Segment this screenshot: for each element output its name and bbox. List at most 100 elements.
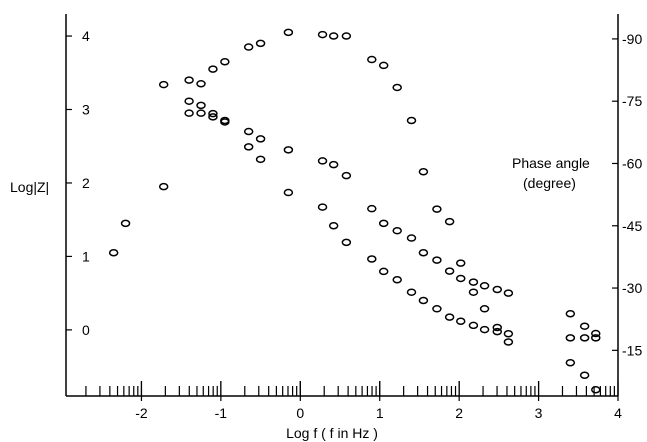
x-tick-label: 2 bbox=[455, 405, 463, 421]
x-tick-label: -1 bbox=[215, 405, 228, 421]
data-point-s0-21 bbox=[468, 278, 479, 286]
x-axis-label: Log f ( f in Hz ) bbox=[286, 425, 378, 441]
left-tick-label: 3 bbox=[82, 102, 90, 118]
data-point-s0-22 bbox=[479, 282, 490, 290]
data-point-s1-10 bbox=[341, 238, 352, 247]
data-point-s2-1 bbox=[196, 80, 206, 88]
data-point-s0-9 bbox=[283, 146, 294, 154]
data-point-s2-4 bbox=[243, 43, 254, 51]
right-tick-label: -15 bbox=[622, 342, 642, 358]
data-point-s3-5 bbox=[479, 305, 490, 313]
data-point-s0-11 bbox=[328, 160, 339, 169]
data-point-s1-17 bbox=[444, 313, 455, 321]
data-point-s3-10 bbox=[591, 334, 601, 342]
data-point-s3-4 bbox=[468, 288, 479, 296]
data-point-s0-27 bbox=[591, 329, 601, 338]
data-point-s1-20 bbox=[479, 325, 490, 334]
data-point-s1-19 bbox=[468, 321, 479, 330]
data-point-s2-0 bbox=[184, 76, 194, 84]
left-tick-label: 0 bbox=[82, 322, 90, 338]
data-point-s1-23 bbox=[565, 359, 576, 367]
data-point-s3-6 bbox=[492, 323, 503, 332]
data-point-s2-13 bbox=[406, 116, 417, 125]
data-point-s3-0 bbox=[418, 168, 429, 176]
data-point-s0-12 bbox=[341, 171, 352, 180]
data-point-s2-10 bbox=[367, 55, 377, 64]
data-point-s0-7 bbox=[243, 127, 254, 136]
right-tick-label: -75 bbox=[622, 93, 642, 109]
data-point-s1-8 bbox=[317, 203, 328, 211]
data-point-s1-18 bbox=[455, 317, 466, 326]
left-tick-label: 2 bbox=[82, 175, 90, 191]
right-ticks: -15 -30 -45 -60 -75 -90 bbox=[612, 31, 642, 358]
right-tick-label: -30 bbox=[622, 280, 642, 296]
data-point-s0-18 bbox=[432, 256, 442, 264]
data-point-s3-7 bbox=[503, 329, 514, 338]
left-y-axis-label: Log|Z| bbox=[10, 179, 49, 195]
data-point-s0-8 bbox=[255, 135, 266, 143]
data-point-s0-0 bbox=[108, 249, 119, 257]
data-point-s0-25 bbox=[565, 309, 576, 318]
data-point-s0-3 bbox=[184, 109, 194, 117]
data-point-s3-1 bbox=[432, 205, 442, 213]
data-point-s2-8 bbox=[328, 32, 339, 40]
data-point-s2-12 bbox=[392, 83, 402, 92]
right-tick-label: -60 bbox=[622, 155, 642, 171]
x-minor-ticks bbox=[85, 381, 619, 396]
data-point-s1-15 bbox=[418, 296, 429, 305]
data-point-s1-12 bbox=[378, 267, 389, 276]
data-point-s2-9 bbox=[341, 32, 352, 40]
data-point-s1-5 bbox=[243, 143, 254, 151]
data-point-s1-3 bbox=[208, 109, 218, 118]
data-point-s0-10 bbox=[317, 157, 328, 165]
data-point-s2-3 bbox=[220, 58, 230, 66]
left-tick-label: 1 bbox=[82, 248, 90, 264]
data-point-s0-15 bbox=[392, 226, 402, 235]
data-point-s0-19 bbox=[444, 267, 455, 275]
data-point-s1-9 bbox=[328, 222, 339, 230]
x-tick-label: 1 bbox=[376, 405, 384, 421]
data-point-s2-2 bbox=[208, 65, 218, 73]
data-point-s1-22 bbox=[503, 338, 514, 346]
data-point-s1-13 bbox=[392, 275, 402, 284]
data-points bbox=[108, 28, 601, 394]
x-tick-label: 4 bbox=[614, 405, 622, 421]
data-point-s1-11 bbox=[367, 255, 377, 263]
data-point-s2-11 bbox=[378, 61, 389, 70]
left-tick-label: 4 bbox=[82, 28, 90, 44]
data-point-s1-0 bbox=[158, 80, 169, 89]
data-point-s0-1 bbox=[120, 219, 131, 228]
data-point-s0-2 bbox=[158, 182, 169, 191]
data-point-s0-17 bbox=[418, 249, 429, 257]
data-point-s0-23 bbox=[492, 285, 503, 294]
data-point-s1-1 bbox=[184, 97, 194, 105]
data-point-s3-3 bbox=[455, 259, 466, 267]
data-point-s3-9 bbox=[579, 334, 590, 342]
data-point-s1-4 bbox=[220, 118, 230, 126]
x-tick-label: -2 bbox=[135, 405, 148, 421]
data-point-s1-2 bbox=[196, 101, 206, 110]
right-y-axis-label-line2: (degree) bbox=[523, 175, 576, 191]
data-point-s0-26 bbox=[579, 322, 590, 330]
data-point-s1-21 bbox=[492, 327, 503, 336]
data-point-s0-5 bbox=[208, 113, 218, 121]
axes bbox=[65, 14, 619, 397]
x-tick-labels: -2 -1 0 1 2 3 4 bbox=[135, 396, 622, 421]
right-tick-label: -45 bbox=[622, 218, 642, 234]
data-point-s1-14 bbox=[406, 288, 417, 296]
x-tick-label: 3 bbox=[535, 405, 543, 421]
x-tick-label: 0 bbox=[296, 405, 304, 421]
data-point-s3-8 bbox=[565, 334, 576, 342]
data-point-s0-14 bbox=[378, 219, 389, 228]
data-point-s1-7 bbox=[283, 188, 294, 197]
left-ticks: 0 1 2 3 4 bbox=[66, 28, 90, 338]
data-point-s3-2 bbox=[444, 217, 455, 226]
data-point-s0-16 bbox=[406, 234, 417, 242]
data-point-s0-20 bbox=[455, 274, 466, 283]
data-point-s2-6 bbox=[283, 28, 294, 37]
data-point-s0-13 bbox=[367, 204, 377, 213]
data-point-s1-6 bbox=[255, 155, 266, 164]
data-point-s2-7 bbox=[317, 30, 328, 39]
right-tick-label: -90 bbox=[622, 31, 642, 47]
